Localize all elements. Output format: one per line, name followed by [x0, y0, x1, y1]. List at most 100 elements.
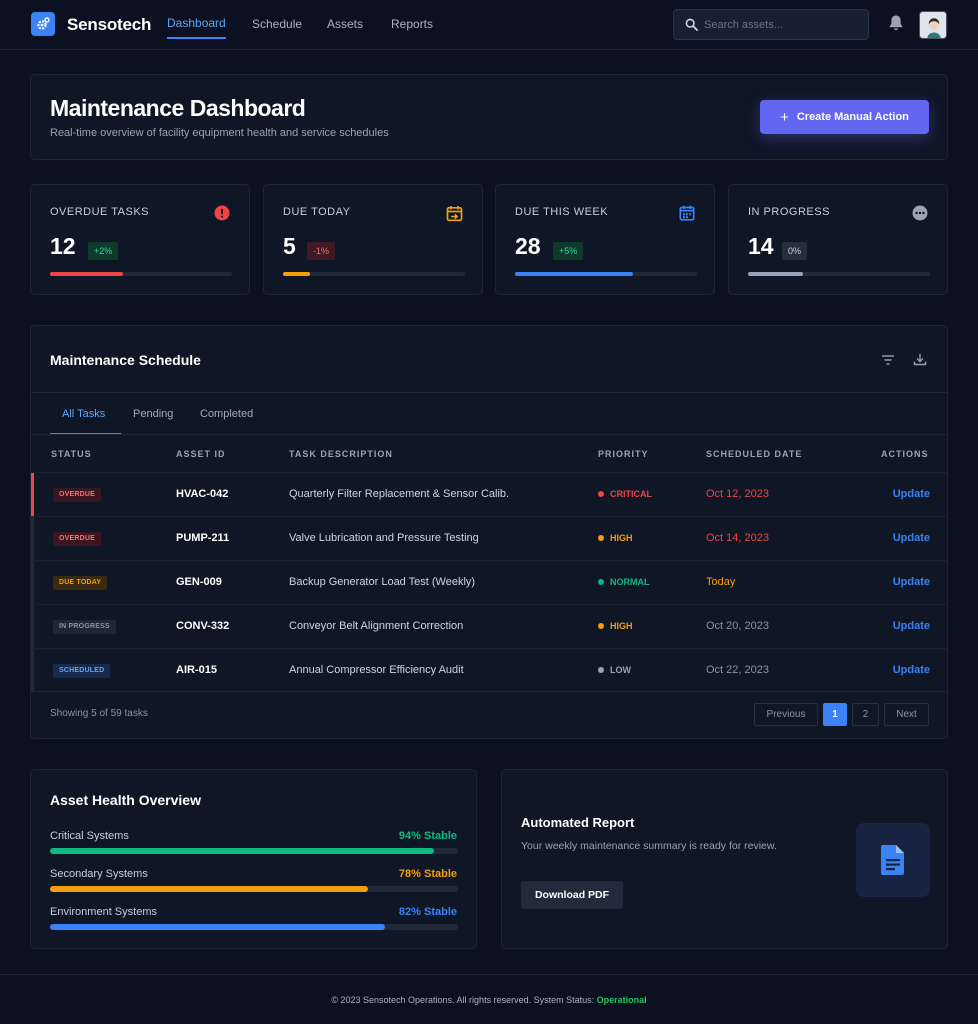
column-header-task-description: TASK DESCRIPTION	[289, 449, 393, 459]
stat-progress-track	[283, 272, 465, 276]
filter-icon[interactable]	[881, 353, 895, 371]
download-icon[interactable]	[913, 353, 927, 371]
update-button[interactable]: Update	[892, 576, 930, 588]
brand-logo-icon[interactable]	[31, 12, 55, 36]
nav-schedule[interactable]: Schedule	[252, 17, 303, 31]
stat-label: DUE TODAY	[283, 206, 351, 218]
search-icon	[685, 18, 698, 36]
tab-all-tasks[interactable]: All Tasks	[62, 408, 106, 420]
download-pdf-button[interactable]: Download PDF	[521, 881, 623, 909]
stat-card-overdue[interactable]: OVERDUE TASKS 12 +2%	[30, 184, 250, 295]
asset-id: GEN-009	[176, 576, 222, 588]
stat-value: 12	[50, 233, 76, 259]
nav-dashboard[interactable]: Dashboard	[167, 16, 226, 39]
divider	[31, 392, 947, 393]
status-badge: SCHEDULED	[53, 664, 111, 678]
stat-card-in-progress[interactable]: IN PROGRESS 14 0%	[728, 184, 948, 295]
table-row[interactable]: OVERDUE HVAC-042 Quarterly Filter Replac…	[31, 472, 947, 516]
calendar-arrow-icon	[446, 205, 463, 227]
pagination-page-1[interactable]: 1	[823, 703, 847, 726]
task-description: Backup Generator Load Test (Weekly)	[289, 576, 476, 588]
priority-indicator: HIGH	[598, 533, 633, 543]
schedule-toolbar	[881, 353, 927, 371]
priority-label: NORMAL	[610, 577, 650, 587]
nav-reports[interactable]: Reports	[391, 17, 434, 31]
stat-label: OVERDUE TASKS	[50, 206, 150, 218]
priority-indicator: NORMAL	[598, 577, 650, 587]
priority-dot-icon	[598, 579, 604, 585]
results-count: Showing 5 of 59 tasks	[50, 708, 148, 719]
health-bar-fill	[50, 848, 434, 854]
dashboard-header-panel: Maintenance Dashboard Real-time overview…	[30, 74, 948, 160]
row-status-edge	[31, 473, 34, 516]
asset-health-panel: Asset Health Overview Critical Systems 9…	[30, 769, 477, 949]
asset-id: CONV-332	[176, 620, 230, 632]
stat-label: DUE THIS WEEK	[515, 206, 609, 218]
priority-label: LOW	[610, 665, 631, 675]
stat-change-badge: +5%	[553, 242, 584, 260]
table-row[interactable]: OVERDUE PUMP-211 Valve Lubrication and P…	[31, 516, 947, 560]
priority-dot-icon	[598, 623, 604, 629]
stat-change-badge: 0%	[782, 242, 808, 260]
asset-id: AIR-015	[176, 664, 217, 676]
pagination-next-button[interactable]: Next	[884, 703, 929, 726]
health-value: 78% Stable	[398, 868, 457, 880]
table-row[interactable]: SCHEDULED AIR-015 Annual Compressor Effi…	[31, 648, 947, 692]
stat-value: 28	[515, 233, 541, 259]
update-button[interactable]: Update	[892, 488, 930, 500]
task-description: Conveyor Belt Alignment Correction	[289, 620, 464, 632]
scheduled-date: Oct 12, 2023	[706, 488, 769, 500]
health-label: Secondary Systems	[50, 868, 148, 880]
column-header-asset-id: ASSET ID	[176, 449, 226, 459]
system-status-value: Operational	[596, 995, 647, 1005]
status-badge: IN PROGRESS	[53, 620, 116, 634]
create-manual-action-label: Create Manual Action	[796, 111, 909, 123]
asset-id: HVAC-042	[176, 488, 229, 500]
stat-card-due-this-week[interactable]: DUE THIS WEEK 28 +5%	[495, 184, 715, 295]
task-description: Annual Compressor Efficiency Audit	[289, 664, 464, 676]
user-avatar[interactable]	[919, 11, 947, 39]
stat-progress-track	[50, 272, 232, 276]
priority-dot-icon	[598, 535, 604, 541]
divider	[31, 434, 947, 435]
priority-label: CRITICAL	[610, 489, 652, 499]
stat-progress-fill	[50, 272, 123, 276]
priority-dot-icon	[598, 491, 604, 497]
create-manual-action-button[interactable]: + Create Manual Action	[760, 100, 929, 134]
page-footer: © 2023 Sensotech Operations. All rights …	[0, 974, 978, 1024]
health-bar-fill	[50, 886, 369, 892]
stat-change-badge: +2%	[88, 242, 119, 260]
status-badge: DUE TODAY	[53, 576, 108, 590]
brand-name[interactable]: Sensotech	[67, 15, 152, 34]
tab-pending[interactable]: Pending	[133, 408, 174, 420]
top-navigation-bar: Sensotech Dashboard Schedule Assets Repo…	[0, 0, 978, 50]
report-description: Your weekly maintenance summary is ready…	[521, 840, 777, 852]
stat-card-due-today[interactable]: DUE TODAY 5 -1%	[263, 184, 483, 295]
tab-completed[interactable]: Completed	[200, 408, 254, 420]
stat-progress-fill	[515, 272, 634, 276]
update-button[interactable]: Update	[892, 664, 930, 676]
column-header-priority: PRIORITY	[598, 449, 649, 459]
table-row[interactable]: DUE TODAY GEN-009 Backup Generator Load …	[31, 560, 947, 604]
table-row[interactable]: IN PROGRESS CONV-332 Conveyor Belt Align…	[31, 604, 947, 648]
nav-assets[interactable]: Assets	[327, 17, 364, 31]
asset-health-title: Asset Health Overview	[50, 792, 201, 808]
update-button[interactable]: Update	[892, 620, 930, 632]
search-input[interactable]	[704, 16, 859, 34]
divider	[31, 691, 947, 692]
status-badge: OVERDUE	[53, 532, 102, 546]
stat-progress-fill	[748, 272, 803, 276]
footer-text: © 2023 Sensotech Operations. All rights …	[0, 995, 978, 1005]
scheduled-date: Oct 14, 2023	[706, 532, 769, 544]
notifications-bell-icon[interactable]	[888, 14, 904, 37]
stat-change-badge: -1%	[307, 242, 336, 260]
priority-indicator: LOW	[598, 665, 631, 675]
update-button[interactable]: Update	[892, 532, 930, 544]
health-label: Environment Systems	[50, 906, 157, 918]
report-title: Automated Report	[521, 815, 635, 830]
column-header-scheduled-date: SCHEDULED DATE	[706, 449, 803, 459]
pagination-previous-button[interactable]: Previous	[754, 703, 818, 726]
priority-indicator: HIGH	[598, 621, 633, 631]
health-bar-fill	[50, 924, 385, 930]
pagination-page-2[interactable]: 2	[852, 703, 879, 726]
